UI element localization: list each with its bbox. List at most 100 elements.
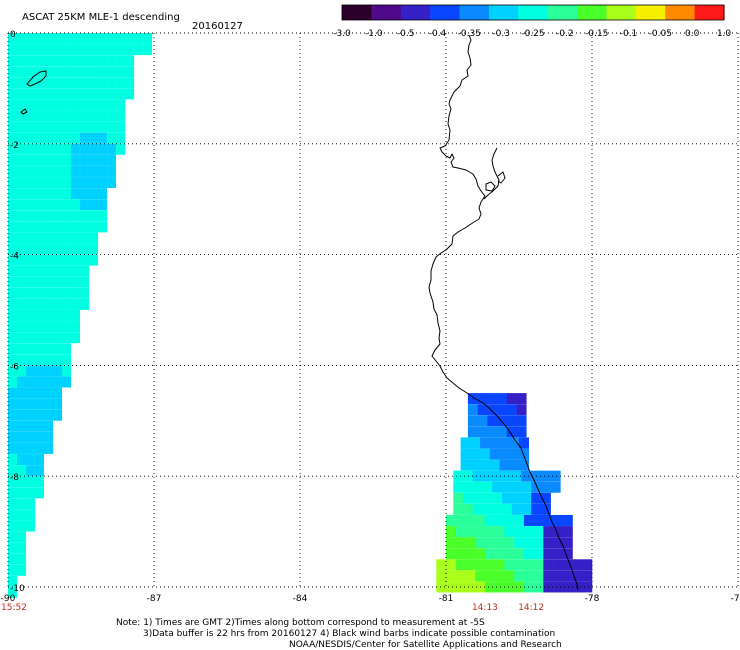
swath-cell bbox=[107, 177, 117, 189]
swath-cell bbox=[35, 254, 45, 266]
swath-cell bbox=[53, 232, 63, 244]
swath-cell bbox=[44, 265, 54, 277]
swath-cell bbox=[523, 548, 534, 560]
swath-cell bbox=[35, 310, 45, 321]
swath-cell bbox=[26, 509, 36, 521]
swath-cell bbox=[35, 88, 45, 100]
swath-cell bbox=[89, 243, 99, 255]
swath-time-label: 14:12 bbox=[518, 603, 544, 613]
swath-cell bbox=[89, 66, 99, 78]
swath-cell bbox=[17, 343, 27, 355]
swath-cell bbox=[17, 332, 27, 344]
swath-cell bbox=[582, 581, 593, 593]
swath-cell bbox=[492, 492, 503, 504]
colorbar-swatch bbox=[694, 5, 725, 20]
swath-cell bbox=[62, 121, 72, 133]
swath-cell bbox=[582, 570, 593, 582]
swath-cell bbox=[8, 487, 17, 499]
swath-cell bbox=[26, 343, 36, 355]
swath-cell bbox=[71, 188, 81, 200]
swath-cell bbox=[17, 188, 27, 200]
swath-cell bbox=[62, 354, 72, 366]
swath-cell bbox=[453, 503, 464, 515]
swath-cell bbox=[35, 409, 45, 421]
swath-cell bbox=[44, 243, 54, 255]
swath-cell bbox=[8, 454, 17, 466]
swath-cell bbox=[62, 88, 72, 100]
swath-cell bbox=[80, 154, 90, 166]
swath-cell bbox=[107, 66, 117, 78]
swath-cell bbox=[116, 132, 126, 144]
swath-cell bbox=[8, 498, 17, 510]
swath-cell bbox=[506, 426, 517, 438]
swath-cell bbox=[8, 232, 17, 244]
swath-cell bbox=[107, 121, 117, 133]
swath-cell bbox=[26, 265, 36, 277]
swath-cell bbox=[506, 415, 517, 427]
swath-cell bbox=[8, 99, 17, 111]
swath-cell bbox=[455, 537, 466, 549]
swath-cell bbox=[89, 88, 99, 100]
swath-cell bbox=[26, 55, 36, 67]
swath-cell bbox=[504, 514, 515, 526]
colorbar-swatch bbox=[606, 5, 637, 20]
swath-cell bbox=[62, 110, 72, 122]
swath-cell bbox=[71, 110, 81, 122]
colorbar-swatch bbox=[400, 5, 431, 20]
swath-cell bbox=[62, 33, 72, 44]
swath-cell bbox=[8, 420, 17, 432]
swath-cell bbox=[472, 492, 483, 504]
swath-cell bbox=[62, 177, 72, 189]
swath-cell bbox=[44, 298, 54, 310]
swath-cell bbox=[26, 66, 36, 78]
swath-cell bbox=[487, 404, 498, 416]
swath-cell bbox=[531, 492, 542, 504]
colorbar bbox=[341, 4, 725, 21]
swath-cell bbox=[71, 44, 81, 56]
swath-cell bbox=[62, 55, 72, 67]
swath-cell bbox=[116, 55, 126, 67]
swath-cell bbox=[35, 132, 45, 144]
coastline-south-america bbox=[428, 34, 579, 591]
swath-cell bbox=[53, 298, 63, 310]
swath-cell bbox=[455, 548, 466, 560]
swath-cell bbox=[35, 55, 45, 67]
swath-cell bbox=[8, 132, 17, 144]
swath-cell bbox=[44, 442, 54, 454]
swath-cell bbox=[80, 265, 90, 277]
swath-cell bbox=[44, 332, 54, 344]
swath-cell bbox=[44, 365, 54, 377]
swath-cell bbox=[26, 276, 36, 288]
swath-cell bbox=[8, 66, 17, 78]
swath-cell bbox=[89, 221, 99, 233]
swath-cell bbox=[62, 287, 72, 299]
swath-cell bbox=[98, 66, 108, 78]
latitude-labels: 0 -2 -4 -6 -8 -10 bbox=[10, 30, 25, 594]
swath-cell bbox=[17, 55, 27, 67]
swath-cell bbox=[494, 537, 505, 549]
swath-cell bbox=[446, 581, 456, 593]
swath-cell bbox=[116, 110, 126, 122]
swath-cell bbox=[17, 33, 27, 44]
swath-cell bbox=[8, 154, 17, 166]
swath-cell bbox=[35, 33, 45, 44]
swath-cell bbox=[8, 553, 17, 565]
swath-cell bbox=[98, 177, 108, 189]
swath-cell bbox=[53, 177, 63, 189]
swath-time-label: 14:13 bbox=[472, 603, 498, 613]
swath-cell bbox=[62, 276, 72, 288]
swath-cell bbox=[53, 310, 63, 321]
swath-cell bbox=[44, 431, 54, 443]
swath-cell bbox=[26, 398, 36, 410]
swath-cell bbox=[465, 581, 476, 593]
swath-cell bbox=[44, 420, 54, 432]
swath-cell bbox=[8, 442, 17, 454]
longitude-label: -90 bbox=[1, 594, 16, 604]
colorbar-label: -0.2 bbox=[556, 29, 574, 39]
swath-cell bbox=[492, 503, 503, 515]
swath-cell bbox=[17, 110, 27, 122]
swath-cell bbox=[107, 154, 117, 166]
swath-cell bbox=[44, 221, 54, 233]
swath-cell bbox=[519, 437, 529, 449]
